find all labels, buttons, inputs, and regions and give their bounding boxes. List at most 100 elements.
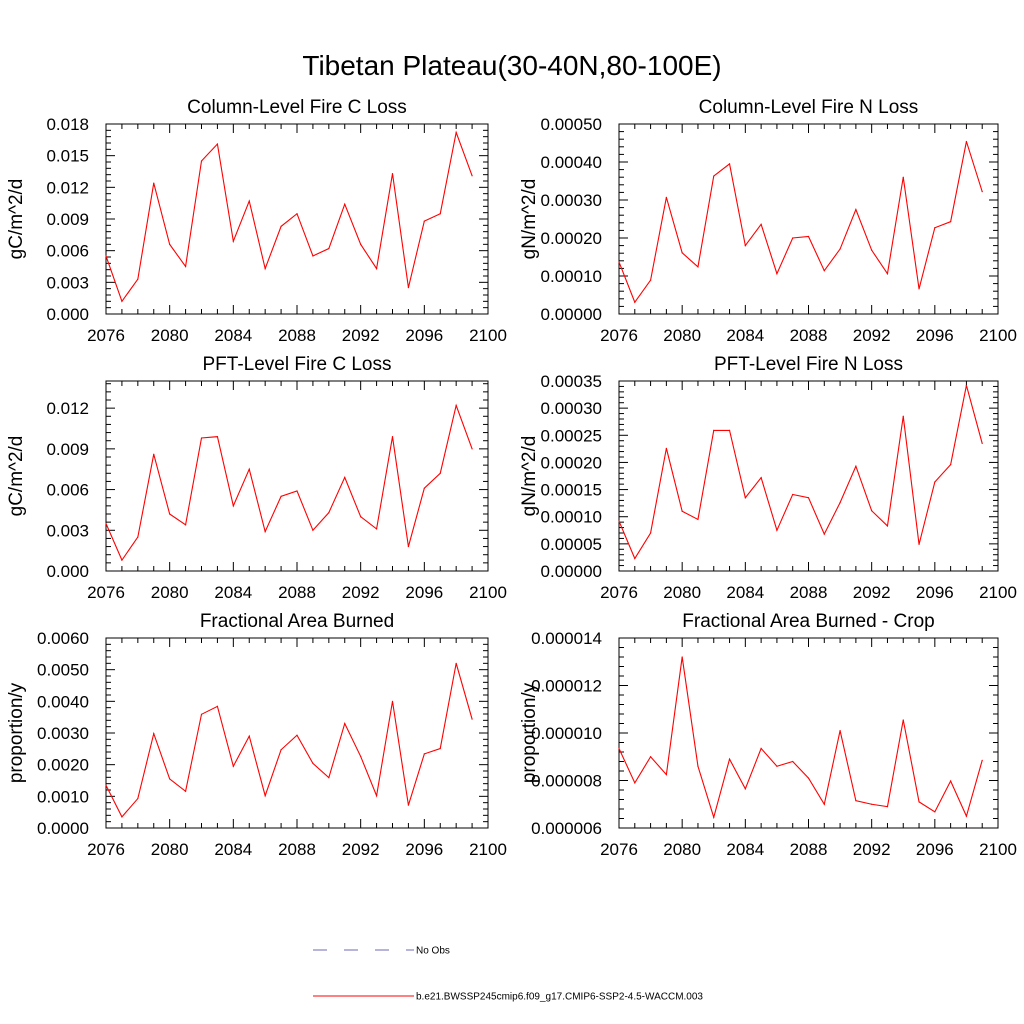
data-point: [823, 803, 825, 805]
data-point: [807, 777, 810, 779]
data-point: [232, 240, 234, 242]
data-point: [280, 495, 282, 497]
data-point: [200, 437, 203, 439]
data-point: [312, 762, 314, 765]
data-point: [312, 529, 314, 531]
plot-frame: [105, 637, 489, 829]
y-tick-label: 0.000010: [531, 724, 602, 743]
x-tick-label: 2092: [342, 583, 380, 602]
chart-panel-3: PFT-Level Fire C Loss gC/m^2/d 2076 2080 208…: [6, 354, 507, 602]
data-point: [823, 533, 825, 535]
y-tick-label: 0.00040: [541, 153, 602, 172]
data-point: [760, 223, 762, 225]
y-tick-label: 0.00000: [541, 562, 602, 581]
data-point: [934, 227, 936, 229]
panel-title: Fractional Area Burned - Crop: [682, 611, 934, 632]
plot-frame: [618, 380, 999, 572]
data-point: [744, 788, 746, 790]
x-tick-label: 2076: [87, 326, 125, 345]
data-point: [264, 531, 266, 533]
data-point: [407, 804, 410, 806]
y-tick-label: 0.0040: [37, 692, 89, 711]
data-point: [839, 502, 841, 504]
data-point: [618, 520, 620, 522]
data-point: [807, 497, 810, 499]
x-tick-label: 2076: [87, 840, 125, 859]
data-point: [728, 429, 731, 431]
data-point: [344, 203, 346, 205]
y-axis-label: gC/m^2/d: [6, 436, 27, 517]
data-point: [121, 300, 123, 302]
data-point: [744, 245, 746, 247]
x-tick-label: 2076: [87, 583, 125, 602]
legend: No Obs b.e21.BWSSP245cmip6.f09_g17.CMIP6…: [313, 946, 703, 1003]
data-point: [792, 493, 794, 496]
x-tick-label: 2088: [790, 326, 828, 345]
data-point: [407, 287, 410, 289]
x-tick-label: 2084: [214, 326, 252, 345]
data-point: [232, 765, 234, 767]
data-point: [248, 735, 250, 737]
data-point: [121, 559, 123, 561]
data-point: [232, 505, 234, 507]
data-point: [455, 662, 457, 664]
data-point: [634, 782, 636, 784]
data-point: [902, 719, 904, 721]
data-point: [169, 778, 171, 780]
data-point: [965, 140, 968, 143]
data-point: [697, 518, 699, 521]
data-point: [105, 784, 107, 786]
y-tick-label: 0.00050: [541, 115, 602, 134]
data-point: [713, 429, 715, 431]
data-point: [439, 472, 441, 474]
data-point: [375, 795, 378, 797]
panels-group: Column-Level Fire C Loss gC/m^2/d 2076 2080…: [6, 97, 1017, 859]
x-tick-label: 2076: [600, 583, 638, 602]
x-tick-label: 2088: [278, 583, 316, 602]
x-tick-label: 2092: [853, 326, 891, 345]
x-tick-label: 2084: [214, 583, 252, 602]
data-point: [184, 265, 187, 268]
y-tick-label: 0.000012: [531, 677, 602, 696]
data-point: [934, 481, 936, 483]
data-point: [681, 510, 683, 512]
data-point: [634, 557, 636, 560]
data-point: [776, 765, 778, 767]
x-tick-label: 2076: [600, 326, 638, 345]
data-point: [360, 243, 362, 245]
y-tick-label: 0.006: [46, 242, 89, 261]
x-tick-label: 2088: [790, 840, 828, 859]
data-point: [665, 773, 667, 776]
data-point: [950, 780, 952, 782]
data-point: [200, 160, 203, 162]
y-tick-label: 0.00035: [541, 372, 602, 391]
data-point: [184, 790, 187, 792]
y-tick-label: 0.00025: [541, 426, 602, 445]
x-tick-label: 2100: [979, 326, 1017, 345]
data-point: [296, 213, 298, 215]
data-point: [871, 803, 873, 805]
data-point: [839, 248, 841, 250]
y-tick-label: 0.00015: [541, 481, 602, 500]
x-tick-label: 2088: [790, 583, 828, 602]
figure-title: Tibetan Plateau(30-40N,80-100E): [302, 50, 721, 81]
data-point: [886, 806, 889, 808]
data-point: [681, 252, 683, 254]
y-tick-label: 0.00020: [541, 229, 602, 248]
y-tick-label: 0.012: [46, 178, 89, 197]
x-tick-label: 2088: [278, 840, 316, 859]
x-tick-label: 2080: [663, 326, 701, 345]
data-point: [649, 532, 652, 534]
data-point: [423, 753, 425, 755]
data-point: [776, 529, 778, 531]
y-tick-label: 0.012: [46, 399, 89, 418]
data-point: [792, 760, 794, 763]
data-point: [871, 510, 873, 512]
y-tick-label: 0.00000: [541, 305, 602, 324]
model-series-line: [105, 663, 473, 818]
data-point: [918, 543, 920, 546]
data-point: [344, 722, 346, 725]
panel-title: Fractional Area Burned: [200, 611, 394, 632]
x-tick-label: 2080: [151, 583, 189, 602]
data-point: [375, 268, 378, 270]
